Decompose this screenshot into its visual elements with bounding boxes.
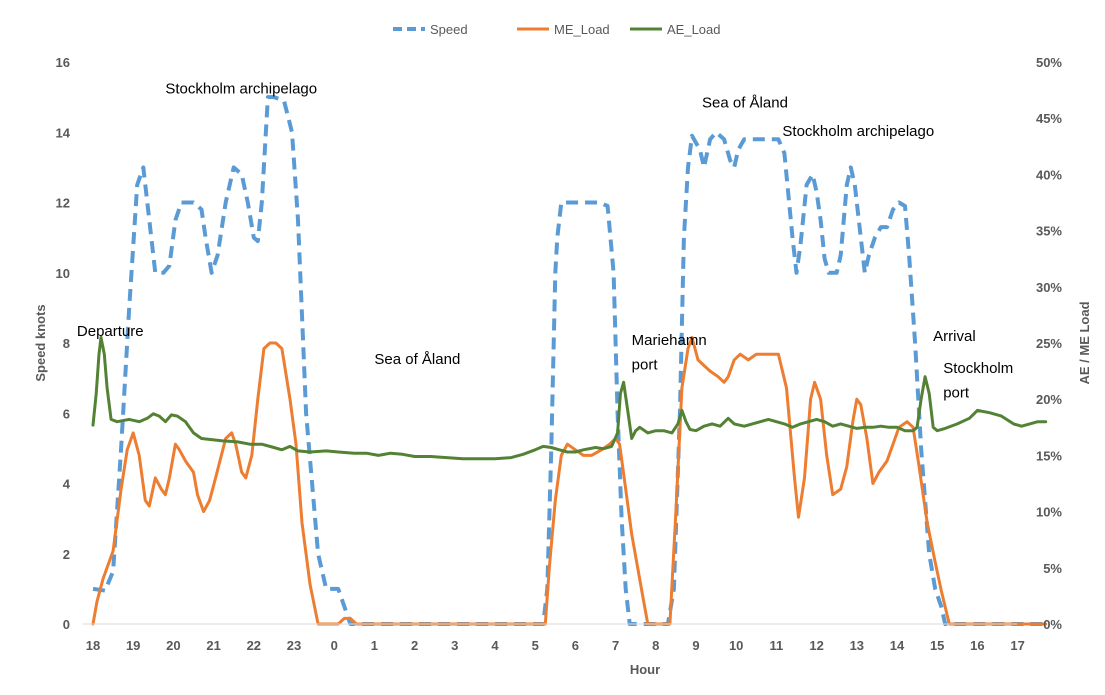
x-tick-label: 15 bbox=[930, 638, 944, 653]
x-tick-label: 21 bbox=[206, 638, 220, 653]
x-tick-label: 5 bbox=[532, 638, 539, 653]
y-left-tick-label: 16 bbox=[56, 55, 70, 70]
y-right-axis-title: AE / ME Load bbox=[1077, 301, 1092, 384]
axes: 18 19 20 21 22 23 0 1 2 3 4 5 6 7 8 9 10 11 12 13 14 15 16 1702… bbox=[33, 55, 1092, 677]
y-right-tick-label: 40% bbox=[1036, 167, 1062, 182]
x-tick-label: 22 bbox=[247, 638, 261, 653]
x-tick-label: 19 bbox=[126, 638, 140, 653]
annotation-label: Mariehamn bbox=[632, 332, 707, 349]
annotation-label: Arrival bbox=[933, 328, 976, 345]
x-tick-label: 8 bbox=[652, 638, 659, 653]
y-left-tick-label: 4 bbox=[63, 477, 71, 492]
y-right-tick-label: 10% bbox=[1036, 505, 1062, 520]
x-tick-label: 4 bbox=[491, 638, 499, 653]
y-right-tick-label: 50% bbox=[1036, 55, 1062, 70]
annotation-label: Sea of Åland bbox=[702, 95, 788, 112]
legend: Speed ME_Load AE_Load bbox=[393, 22, 721, 37]
y-right-tick-label: 35% bbox=[1036, 224, 1062, 239]
x-tick-label: 13 bbox=[850, 638, 864, 653]
x-tick-label: 11 bbox=[770, 638, 784, 653]
x-tick-label: 18 bbox=[86, 638, 100, 653]
annotation-label: Sea of Åland bbox=[374, 351, 460, 368]
y-right-tick-label: 20% bbox=[1036, 392, 1062, 407]
x-tick-label: 7 bbox=[612, 638, 619, 653]
y-left-tick-label: 14 bbox=[56, 125, 71, 140]
y-right-tick-label: 30% bbox=[1036, 280, 1062, 295]
annotations: Stockholm archipelago Departure Sea of Åla… bbox=[77, 81, 1013, 402]
y-left-tick-label: 2 bbox=[63, 547, 70, 562]
x-axis-title: Hour bbox=[630, 662, 660, 677]
y-left-tick-label: 12 bbox=[56, 196, 70, 211]
y-left-axis-title: Speed knots bbox=[33, 304, 48, 381]
x-tick-label: 0 bbox=[331, 638, 338, 653]
annotation-label: Stockholm archipelago bbox=[782, 123, 934, 140]
annotation-label: Stockholm bbox=[943, 360, 1013, 377]
legend-label: AE_Load bbox=[667, 22, 721, 37]
x-tick-label: 9 bbox=[692, 638, 699, 653]
x-tick-label: 20 bbox=[166, 638, 180, 653]
legend-label: Speed bbox=[430, 22, 468, 37]
y-right-tick-label: 25% bbox=[1036, 336, 1062, 351]
y-left-tick-label: 6 bbox=[63, 406, 70, 421]
x-tick-label: 16 bbox=[970, 638, 984, 653]
y-left-tick-label: 0 bbox=[63, 617, 70, 632]
x-tick-label: 12 bbox=[809, 638, 823, 653]
y-right-tick-label: 5% bbox=[1043, 561, 1062, 576]
x-tick-label: 1 bbox=[371, 638, 378, 653]
y-right-tick-label: 0% bbox=[1043, 617, 1062, 632]
annotation-label: port bbox=[632, 356, 659, 373]
y-left-tick-label: 8 bbox=[63, 336, 70, 351]
x-tick-label: 10 bbox=[729, 638, 743, 653]
annotation-label: port bbox=[943, 384, 970, 401]
y-right-tick-label: 15% bbox=[1036, 448, 1062, 463]
x-tick-label: 2 bbox=[411, 638, 418, 653]
x-tick-label: 17 bbox=[1010, 638, 1024, 653]
y-left-tick-label: 10 bbox=[56, 266, 70, 281]
x-tick-label: 23 bbox=[287, 638, 301, 653]
x-tick-label: 3 bbox=[451, 638, 458, 653]
series-line-ae-load bbox=[91, 335, 1048, 461]
annotation-label: Departure bbox=[77, 323, 144, 340]
legend-label: ME_Load bbox=[554, 22, 610, 37]
x-tick-label: 6 bbox=[572, 638, 579, 653]
x-tick-label: 14 bbox=[890, 638, 905, 653]
annotation-label: Stockholm archipelago bbox=[165, 81, 317, 98]
y-right-tick-label: 45% bbox=[1036, 111, 1062, 126]
